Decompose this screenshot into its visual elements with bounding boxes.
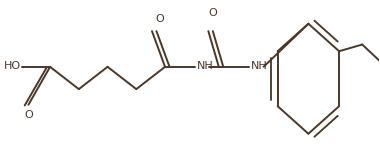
Text: O: O <box>209 8 218 18</box>
Text: O: O <box>24 110 33 120</box>
Text: O: O <box>155 14 164 24</box>
Text: NH: NH <box>251 61 268 71</box>
Text: NH: NH <box>197 61 214 71</box>
Text: HO: HO <box>4 61 21 71</box>
